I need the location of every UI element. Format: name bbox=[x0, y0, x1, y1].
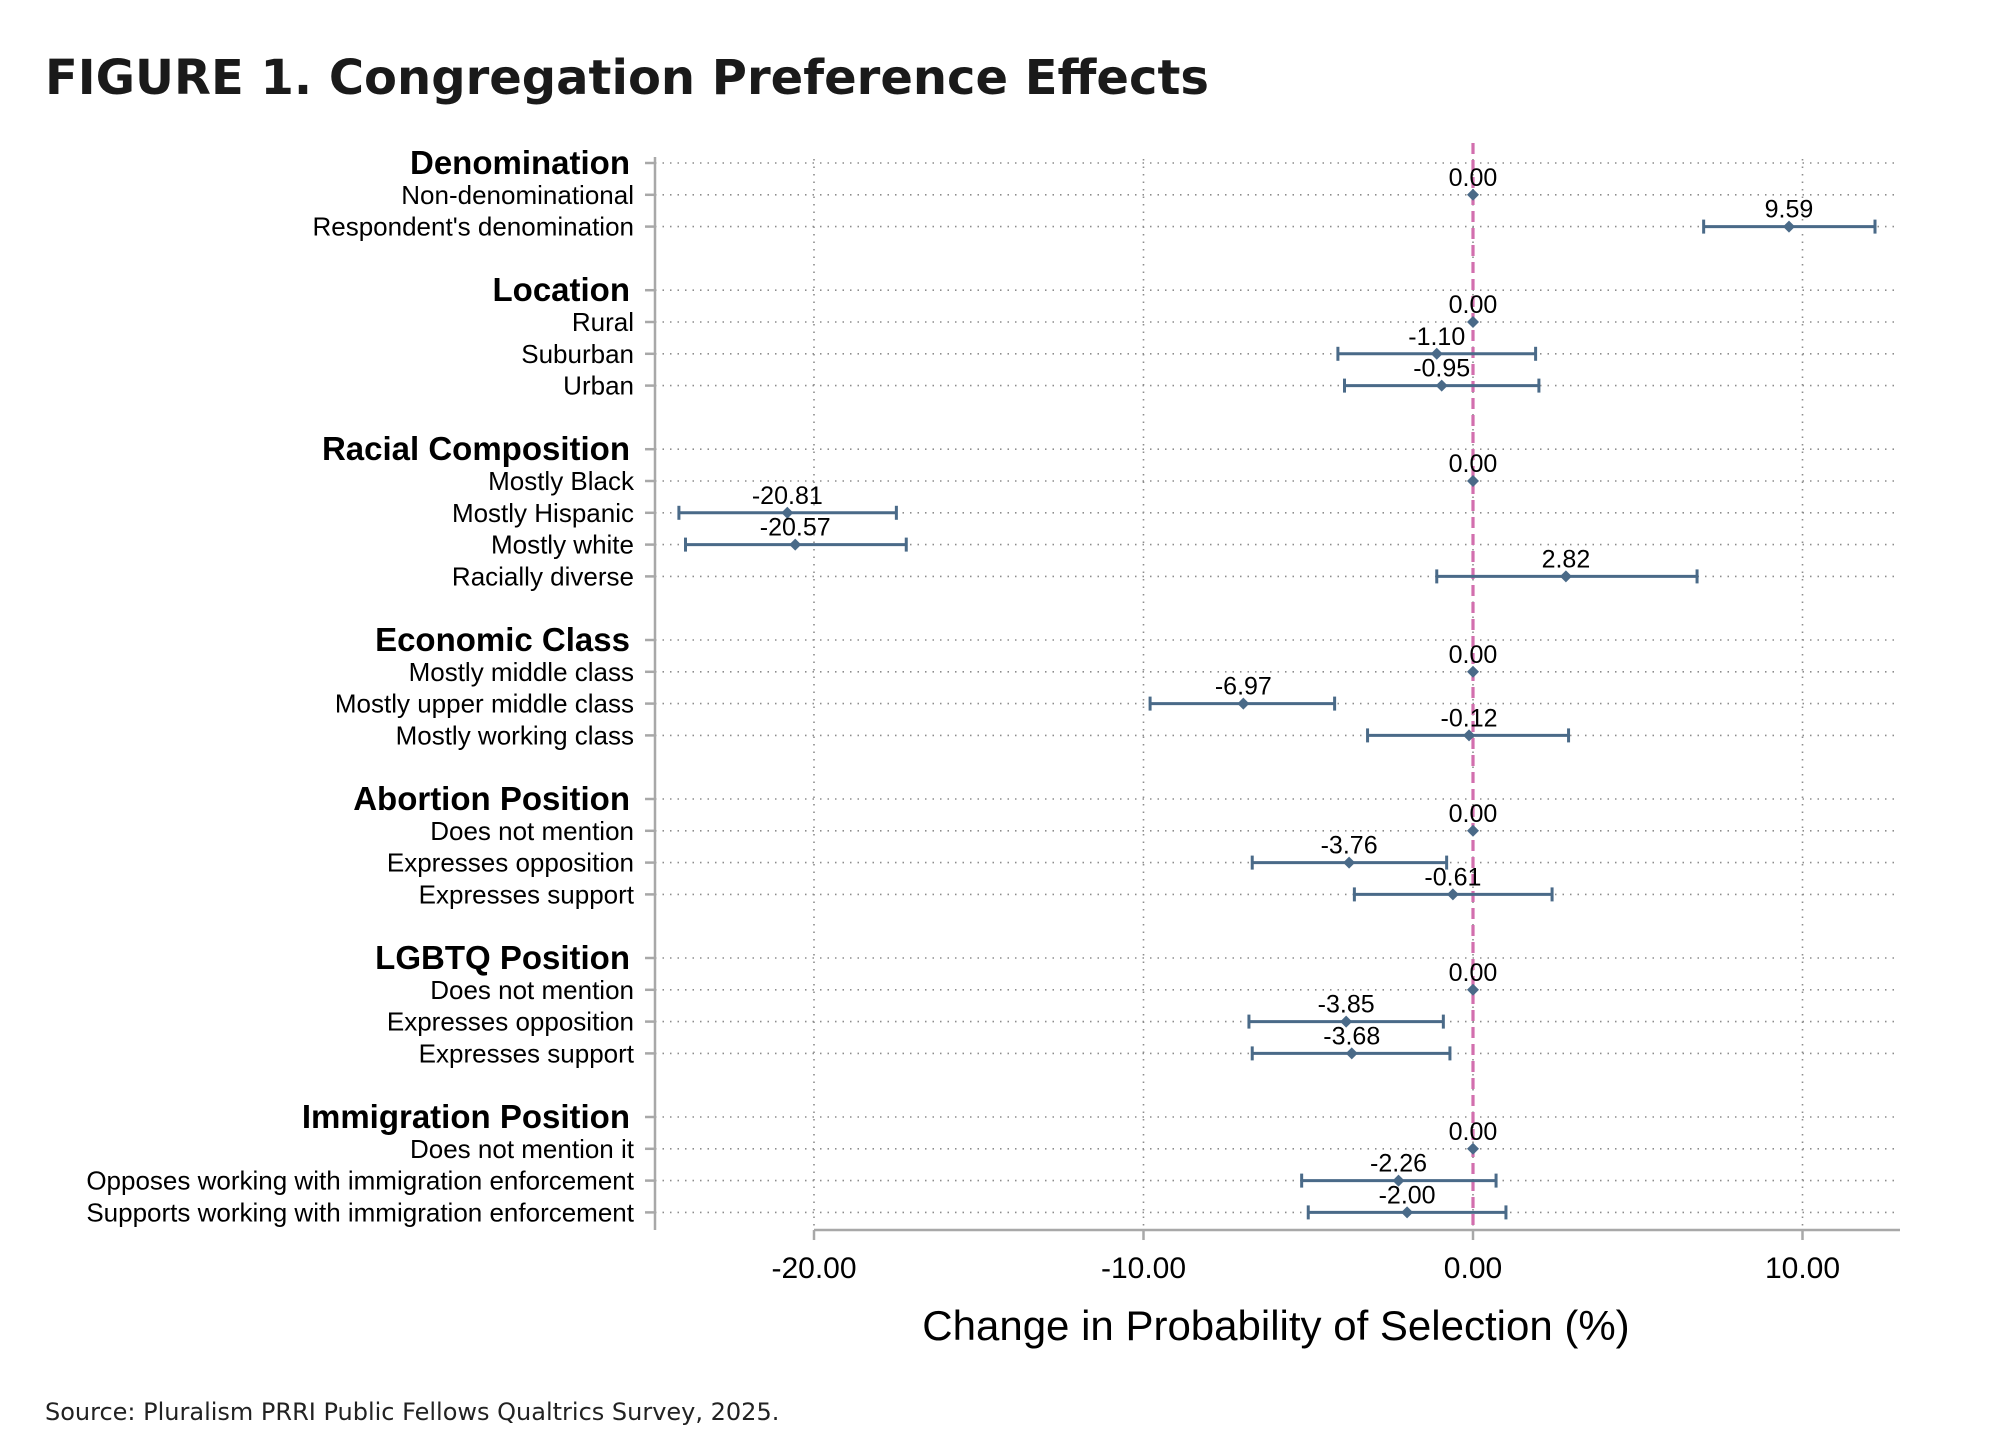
source-note: Source: Pluralism PRRI Public Fellows Qu… bbox=[45, 1398, 780, 1426]
category-label: Mostly upper middle class bbox=[335, 689, 634, 719]
category-label: Mostly Black bbox=[488, 466, 635, 496]
group-header: Racial Composition bbox=[322, 430, 630, 467]
data-label: 0.00 bbox=[1449, 641, 1498, 669]
point-estimate bbox=[789, 538, 802, 551]
point-estimate bbox=[1430, 347, 1443, 360]
point-estimate bbox=[1467, 665, 1479, 678]
category-label: Expresses support bbox=[419, 1038, 635, 1068]
point-estimate bbox=[1345, 1047, 1358, 1060]
point-estimate bbox=[1237, 697, 1250, 710]
category-label: Expresses opposition bbox=[387, 848, 634, 878]
x-tick-label: -20.00 bbox=[771, 1252, 856, 1285]
data-label: -1.10 bbox=[1408, 323, 1465, 351]
point-estimate bbox=[1467, 316, 1479, 328]
category-label: Mostly Hispanic bbox=[452, 498, 634, 528]
row-labels: DenominationNon-denominationalRespondent… bbox=[86, 144, 635, 1227]
category-label: Rural bbox=[572, 307, 634, 337]
data-label: 0.00 bbox=[1449, 164, 1498, 192]
category-label: Does not mention it bbox=[410, 1134, 635, 1164]
point-estimate bbox=[1340, 1015, 1353, 1028]
point-estimate bbox=[1467, 475, 1479, 487]
category-label: Non-denominational bbox=[401, 180, 634, 210]
data-label: -20.57 bbox=[760, 514, 831, 542]
data-label: 2.82 bbox=[1542, 545, 1591, 573]
data-label: -3.76 bbox=[1321, 832, 1378, 860]
data-label: -6.97 bbox=[1215, 673, 1272, 701]
point-estimate bbox=[1559, 570, 1572, 583]
data-label: -3.85 bbox=[1318, 991, 1375, 1019]
point-estimate bbox=[1463, 729, 1476, 742]
category-label: Respondent's denomination bbox=[312, 212, 634, 242]
x-tick-label: -10.00 bbox=[1101, 1252, 1186, 1285]
category-label: Expresses opposition bbox=[387, 1007, 634, 1037]
point-estimate bbox=[1401, 1206, 1414, 1219]
data-label: 0.00 bbox=[1449, 291, 1498, 319]
axes: -20.00 -10.00 0.00 10.00 bbox=[645, 157, 1900, 1285]
point-estimate bbox=[1467, 824, 1479, 837]
point-estimate bbox=[1467, 188, 1479, 201]
x-axis-title: Change in Probability of Selection (%) bbox=[922, 1302, 1629, 1349]
point-estimate bbox=[1343, 856, 1356, 869]
category-label: Opposes working with immigration enforce… bbox=[86, 1166, 634, 1196]
category-label: Supports working with immigration enforc… bbox=[86, 1197, 634, 1227]
category-label: Does not mention bbox=[430, 816, 634, 846]
data-label: -0.12 bbox=[1441, 704, 1498, 732]
figure-title: FIGURE 1. Congregation Preference Effect… bbox=[45, 50, 1209, 106]
data-label: -0.61 bbox=[1424, 863, 1481, 891]
point-estimate bbox=[781, 506, 794, 519]
group-header: Abortion Position bbox=[353, 780, 630, 817]
category-label: Mostly white bbox=[491, 530, 634, 560]
category-label: Mostly working class bbox=[396, 720, 634, 750]
point-estimate bbox=[1782, 220, 1795, 233]
point-estimate bbox=[1467, 983, 1479, 996]
point-estimate bbox=[1435, 379, 1448, 392]
group-header: Economic Class bbox=[375, 621, 630, 658]
point-estimate bbox=[1467, 1142, 1479, 1155]
data-label: -20.81 bbox=[752, 482, 823, 510]
group-header: LGBTQ Position bbox=[375, 939, 630, 976]
category-label: Urban bbox=[563, 371, 634, 401]
category-label: Expresses support bbox=[419, 879, 635, 909]
data-label: 0.00 bbox=[1449, 800, 1498, 828]
data-label: -0.95 bbox=[1413, 355, 1470, 383]
data-label: -3.68 bbox=[1323, 1022, 1380, 1050]
data-label: 0.00 bbox=[1449, 959, 1498, 987]
data-label: -2.26 bbox=[1370, 1150, 1427, 1178]
data-label: 9.59 bbox=[1765, 196, 1814, 224]
data-label: 0.00 bbox=[1449, 450, 1498, 478]
point-estimate bbox=[1392, 1174, 1405, 1187]
category-label: Mostly middle class bbox=[409, 657, 634, 687]
category-label: Suburban bbox=[521, 339, 634, 369]
data-label: 0.00 bbox=[1449, 1118, 1498, 1146]
point-estimate bbox=[1446, 888, 1459, 901]
group-header: Denomination bbox=[410, 144, 630, 181]
group-header: Location bbox=[493, 271, 631, 308]
x-tick-label: 10.00 bbox=[1765, 1252, 1840, 1285]
estimates: 0.00 9.59 0.00 -1.10 -0.95 0.00 -20.81 -20.57 2.… bbox=[677, 164, 1877, 1220]
category-label: Racially diverse bbox=[452, 561, 634, 591]
data-label: -2.00 bbox=[1379, 1181, 1436, 1209]
gridlines bbox=[655, 159, 1900, 1230]
category-label: Does not mention bbox=[430, 975, 634, 1005]
x-tick-label: 0.00 bbox=[1444, 1252, 1502, 1285]
group-header: Immigration Position bbox=[302, 1098, 630, 1135]
